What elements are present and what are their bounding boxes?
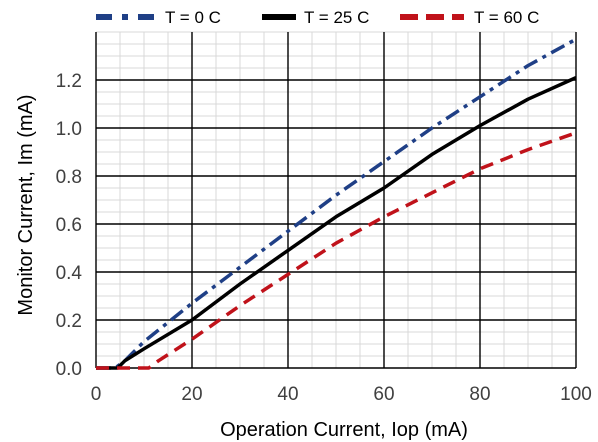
legend-label-1: T = 0 C: [165, 8, 221, 27]
x-tick-label: 20: [181, 384, 202, 405]
y-tick-label: 0.2: [56, 311, 82, 332]
y-tick-label: 1.2: [56, 71, 82, 92]
series-lines: [96, 37, 577, 370]
x-axis-title: Operation Current, Iop (mA): [220, 419, 468, 441]
legend: T = 0 C T = 25 C T = 60 C: [96, 8, 539, 27]
major-gridlines: [95, 32, 577, 369]
x-tick-label: 0: [91, 384, 102, 405]
legend-label-2: T = 25 C: [304, 8, 369, 27]
legend-label-3: T = 60 C: [474, 8, 539, 27]
y-axis-title: Monitor Current, Im (mA): [15, 94, 37, 315]
y-tick-label: 0.8: [56, 167, 82, 188]
x-tick-labels: 0 20 40 60 80 100: [91, 384, 592, 405]
y-tick-label: 0.0: [56, 359, 82, 380]
x-tick-label: 40: [277, 384, 298, 405]
x-tick-label: 100: [560, 384, 592, 405]
series-line-2: [96, 76, 577, 370]
y-tick-label: 0.4: [56, 263, 83, 284]
x-tick-label: 60: [373, 384, 394, 405]
y-tick-label: 0.6: [56, 215, 82, 236]
y-tick-label: 1.0: [56, 119, 82, 140]
y-tick-labels: 0.0 0.2 0.4 0.6 0.8 1.0 1.2: [56, 71, 83, 380]
series-line-3: [96, 131, 577, 370]
x-tick-label: 80: [469, 384, 490, 405]
